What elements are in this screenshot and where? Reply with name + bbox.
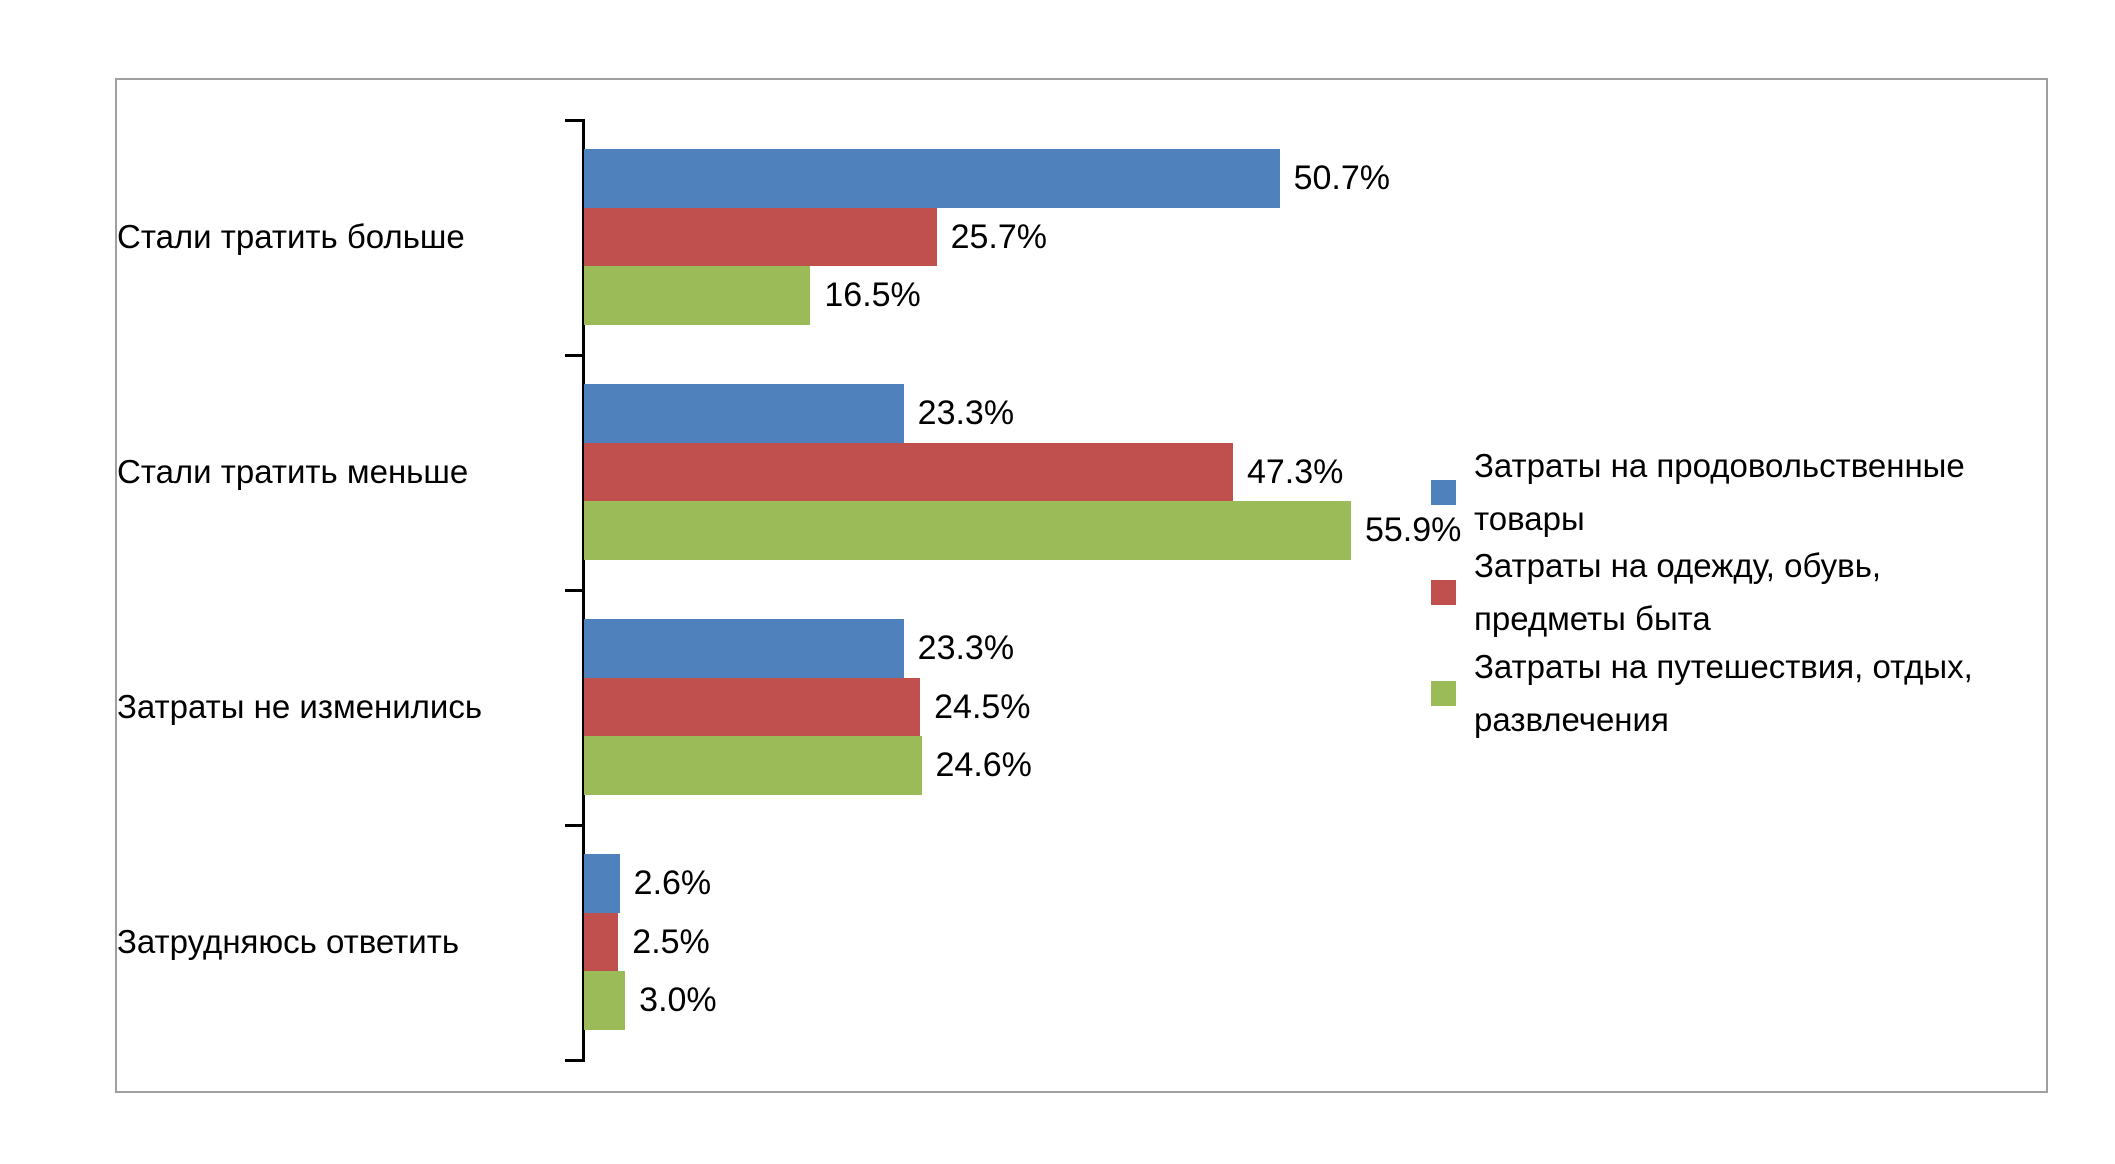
axis-tick: [565, 589, 585, 592]
legend-label: Затраты на продовольственные товары: [1474, 447, 1965, 537]
axis-tick: [565, 119, 585, 122]
bar-series1-cat4: [584, 854, 620, 913]
bar-series3-cat3: [584, 736, 922, 796]
category-label: Затраты не изменились: [117, 687, 483, 725]
bar-series2-cat4: [584, 912, 619, 972]
legend-swatch-icon: [1431, 579, 1456, 605]
legend-label: Затраты на путешествия, отдых, развлечен…: [1474, 648, 1973, 738]
value-label: 24.5%: [934, 687, 1031, 726]
category-label: Стали тратить меньше: [117, 452, 469, 490]
chart-frame: 50.7% 25.7% 16.5% 23.3% 47.3% 55.9% 23.3% 24.5%…: [115, 78, 2048, 1093]
value-label: 16.5%: [824, 276, 921, 315]
bar-series1-cat1: [584, 149, 1280, 208]
legend-entry: Затраты на одежду, обувь, предметы быта: [1431, 539, 1881, 645]
value-label: 23.3%: [917, 394, 1015, 432]
value-label: 47.3%: [1246, 452, 1344, 491]
legend-swatch-icon: [1431, 680, 1456, 706]
axis-tick: [565, 354, 585, 357]
category-label: Затрудняюсь ответить: [117, 922, 460, 960]
legend-entry: Затраты на путешествия, отдых, развлечен…: [1431, 640, 1973, 746]
value-label: 55.9%: [1364, 511, 1462, 550]
value-label: 25.7%: [950, 217, 1047, 256]
legend-swatch-icon: [1431, 479, 1456, 505]
bar-series1-cat3: [584, 619, 904, 678]
value-label: 3.0%: [639, 981, 717, 1020]
bar-series2-cat3: [584, 677, 921, 737]
legend-label: Затраты на одежду, обувь, предметы быта: [1474, 547, 1882, 637]
plot-area: 50.7% 25.7% 16.5% 23.3% 47.3% 55.9% 23.3% 24.5%…: [117, 80, 2046, 1091]
value-label: 2.5%: [632, 922, 710, 961]
bar-series2-cat1: [584, 207, 937, 267]
bar-series3-cat4: [584, 971, 626, 1031]
axis-tick: [565, 1059, 585, 1062]
value-label: 50.7%: [1293, 159, 1390, 197]
bar-series3-cat1: [584, 266, 811, 326]
category-label: Стали тратить больше: [117, 217, 465, 255]
value-label: 24.6%: [935, 746, 1032, 785]
value-label: 2.6%: [633, 864, 712, 902]
bar-series3-cat2: [584, 501, 1351, 561]
legend: Затраты на продовольственные товары Затра…: [117, 80, 2046, 1091]
legend-entry: Затраты на продовольственные товары: [1431, 439, 1965, 545]
bar-series2-cat2: [584, 442, 1233, 502]
bar-series1-cat2: [584, 384, 904, 443]
axis-tick: [565, 824, 585, 827]
value-label: 23.3%: [917, 629, 1015, 667]
